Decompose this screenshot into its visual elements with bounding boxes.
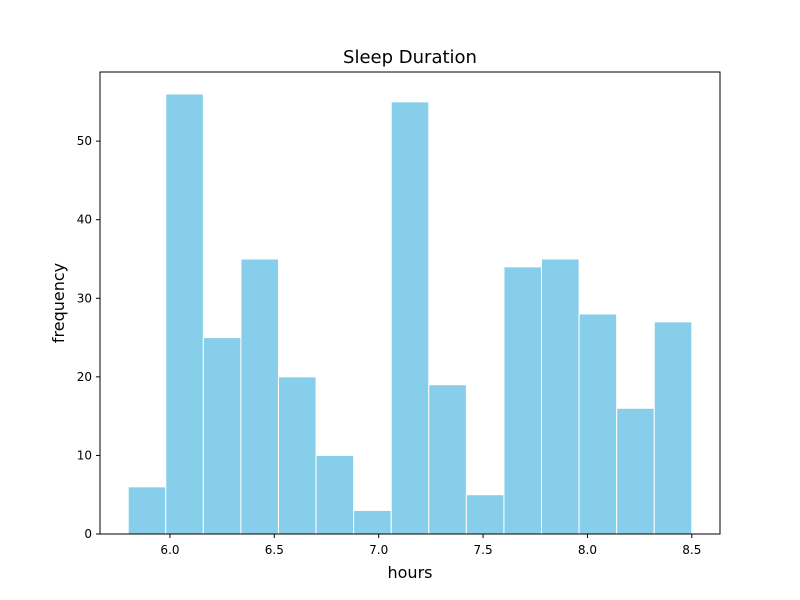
histogram-bar (465, 494, 505, 535)
x-tick-label: 8.0 (578, 543, 597, 557)
histogram-bar (390, 101, 430, 535)
x-axis-label: hours (388, 563, 433, 582)
y-tick-label: 20 (77, 370, 92, 384)
y-axis-ticks: 0 10 20 30 40 50 (77, 134, 100, 541)
chart-title: Sleep Duration (343, 47, 477, 68)
histogram-bar (578, 313, 618, 535)
y-axis-label: frequency (49, 263, 68, 343)
x-tick-label: 6.0 (160, 543, 179, 557)
y-tick-label: 30 (77, 291, 92, 305)
histogram-bar (653, 321, 693, 535)
histogram-bar (353, 509, 392, 535)
y-tick-label: 50 (77, 134, 92, 148)
histogram-bar (503, 266, 543, 535)
y-tick-label: 10 (77, 448, 92, 462)
y-tick-label: 0 (84, 527, 92, 541)
x-axis-ticks: 6.0 6.5 7.0 7.5 8.0 8.5 (160, 534, 701, 557)
histogram-bar (428, 384, 467, 535)
y-tick-label: 40 (77, 213, 92, 227)
histogram-bar (240, 258, 279, 535)
x-tick-label: 8.5 (682, 543, 701, 557)
histogram-bar (315, 454, 355, 535)
x-tick-label: 7.0 (369, 543, 388, 557)
histogram-bar (165, 93, 204, 535)
x-tick-label: 6.5 (265, 543, 284, 557)
x-tick-label: 7.5 (474, 543, 493, 557)
plot-frame (99, 71, 721, 535)
histogram-bar (616, 407, 655, 535)
histogram-bar (202, 337, 242, 535)
bars-group (127, 93, 693, 535)
histogram-bar (541, 258, 580, 535)
histogram-bar (127, 486, 167, 535)
histogram-bar (277, 376, 317, 535)
